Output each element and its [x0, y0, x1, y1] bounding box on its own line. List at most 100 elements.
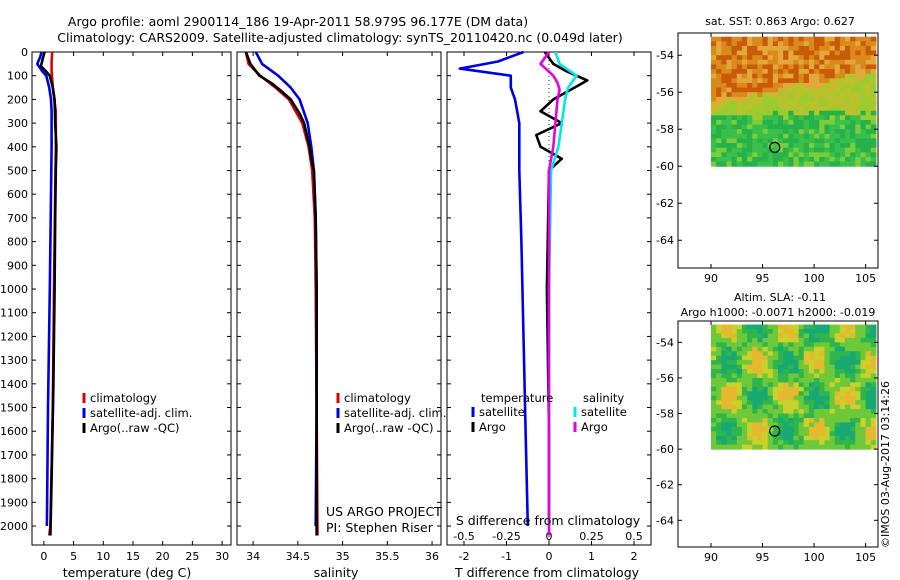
axis-label-s-difference: S difference from climatology	[456, 513, 641, 528]
heat-cell	[839, 400, 846, 406]
heat-cell	[767, 417, 774, 423]
heat-cell	[860, 45, 867, 52]
heat-cell	[788, 444, 794, 450]
heat-cell	[731, 129, 738, 135]
heat-cell	[819, 45, 825, 52]
heat-cell	[767, 422, 774, 428]
heat-cell	[762, 69, 769, 75]
heat-cell	[819, 400, 825, 406]
heat-cell	[819, 409, 825, 415]
heat-cell	[783, 364, 789, 370]
heat-cell	[860, 82, 867, 89]
heat-cell	[814, 395, 820, 401]
heat-cell	[824, 422, 831, 428]
heat-cell	[834, 417, 841, 423]
heat-cell	[839, 82, 846, 89]
heat-cell	[757, 161, 764, 167]
heat-cell	[731, 36, 738, 42]
heat-cell	[814, 355, 820, 361]
heat-cell	[726, 391, 733, 397]
heat-cell	[798, 386, 805, 392]
heat-cell	[716, 333, 722, 339]
heat-cell	[762, 55, 769, 61]
heat-cell	[788, 360, 794, 366]
heat-cell	[870, 333, 877, 339]
heat-cell	[839, 386, 846, 392]
heat-cell	[788, 87, 794, 93]
heat-cell	[850, 50, 856, 56]
heat-cell	[814, 377, 820, 383]
heat-cell	[710, 129, 717, 135]
heat-cell	[731, 106, 738, 112]
heat-cell	[747, 41, 753, 47]
heat-cell	[783, 55, 789, 61]
heat-cell	[824, 36, 831, 42]
heat-cell	[839, 92, 846, 98]
heat-cell	[803, 324, 810, 330]
heat-cell	[793, 409, 800, 415]
heat-cell	[772, 369, 779, 374]
heat-cell	[762, 360, 769, 366]
heat-cell	[793, 444, 800, 450]
heat-cell	[860, 431, 867, 437]
heat-cell	[762, 404, 769, 410]
heat-cell	[757, 119, 764, 126]
heat-cell	[845, 409, 851, 415]
heat-cell	[772, 124, 779, 130]
heat-cell	[824, 391, 831, 397]
heat-cell	[747, 119, 753, 126]
heat-cell	[865, 110, 872, 116]
x-tick-label: 36	[425, 550, 439, 563]
heat-cell	[808, 129, 815, 135]
heat-cell	[793, 119, 800, 126]
heat-cell	[736, 106, 743, 112]
heat-cell	[788, 96, 794, 102]
heat-cell	[808, 133, 815, 139]
heat-cell	[726, 373, 733, 379]
heat-cell	[716, 96, 722, 102]
heat-cell	[824, 346, 831, 352]
heat-cell	[834, 69, 841, 75]
heat-cell	[752, 369, 758, 374]
heat-cell	[855, 395, 861, 401]
heat-cell	[845, 143, 851, 149]
legend-label: satellite-adj. clim.	[344, 406, 446, 420]
heat-cell	[747, 87, 753, 93]
heat-cell	[819, 404, 825, 410]
heat-cell	[772, 138, 779, 144]
heat-cell	[716, 364, 722, 370]
heat-cell	[741, 45, 748, 52]
heat-cell	[710, 351, 717, 357]
heat-cell	[716, 395, 722, 401]
heat-cell	[757, 143, 764, 149]
heat-cell	[788, 41, 794, 47]
heat-cell	[767, 409, 774, 415]
heat-cell	[855, 377, 861, 383]
heat-cell	[870, 152, 877, 158]
heat-cell	[762, 36, 769, 42]
heat-cell	[783, 124, 789, 130]
heat-cell	[778, 364, 784, 370]
heat-cell	[850, 73, 856, 79]
heat-cell	[798, 440, 805, 446]
heat-cell	[710, 435, 717, 441]
legend-title-temperature: temperature	[481, 391, 553, 405]
heat-cell	[747, 147, 753, 153]
heat-cell	[855, 431, 861, 437]
heat-cell	[726, 92, 733, 98]
heat-cell	[793, 161, 800, 167]
heat-cell	[870, 119, 877, 126]
heat-cell	[839, 369, 846, 374]
heat-cell	[757, 82, 764, 89]
heat-cell	[747, 50, 753, 56]
heat-cell	[860, 78, 867, 84]
heat-cell	[860, 138, 867, 144]
heat-cell	[736, 373, 743, 379]
heat-cell	[834, 413, 841, 419]
heat-cell	[752, 147, 758, 153]
heat-cell	[752, 435, 758, 441]
heat-cell	[757, 391, 764, 397]
heat-cell	[819, 96, 825, 102]
heat-cell	[788, 364, 794, 370]
heat-cell	[726, 50, 733, 56]
